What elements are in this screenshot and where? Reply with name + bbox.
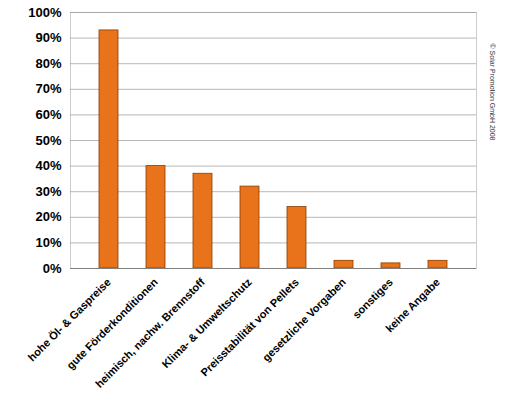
svg-text:Preisstabilität von Pellets: Preisstabilität von Pellets [198, 276, 301, 379]
svg-text:gute Förderkonditionen: gute Förderkonditionen [64, 276, 160, 372]
svg-text:0%: 0% [43, 261, 62, 276]
svg-text:keine Angabe: keine Angabe [383, 276, 442, 335]
svg-text:90%: 90% [35, 30, 61, 45]
svg-text:70%: 70% [35, 81, 61, 96]
svg-text:60%: 60% [35, 107, 61, 122]
svg-text:sonstiges: sonstiges [350, 276, 395, 321]
svg-text:heimisch, nachw. Brennstoff: heimisch, nachw. Brennstoff [92, 275, 207, 390]
svg-text:30%: 30% [35, 184, 61, 199]
svg-text:40%: 40% [35, 158, 61, 173]
svg-text:© Solar Promotion GmbH 2008: © Solar Promotion GmbH 2008 [489, 44, 496, 141]
svg-text:50%: 50% [35, 133, 61, 148]
svg-text:10%: 10% [35, 235, 61, 250]
svg-text:gesetzliche Vorgaben: gesetzliche Vorgaben [260, 276, 348, 364]
svg-text:20%: 20% [35, 209, 61, 224]
svg-text:hohe Öl- & Gaspreise: hohe Öl- & Gaspreise [25, 276, 113, 364]
svg-text:100%: 100% [28, 5, 62, 20]
svg-text:80%: 80% [35, 56, 61, 71]
svg-text:Klima- & Umweltschutz: Klima- & Umweltschutz [159, 275, 254, 370]
